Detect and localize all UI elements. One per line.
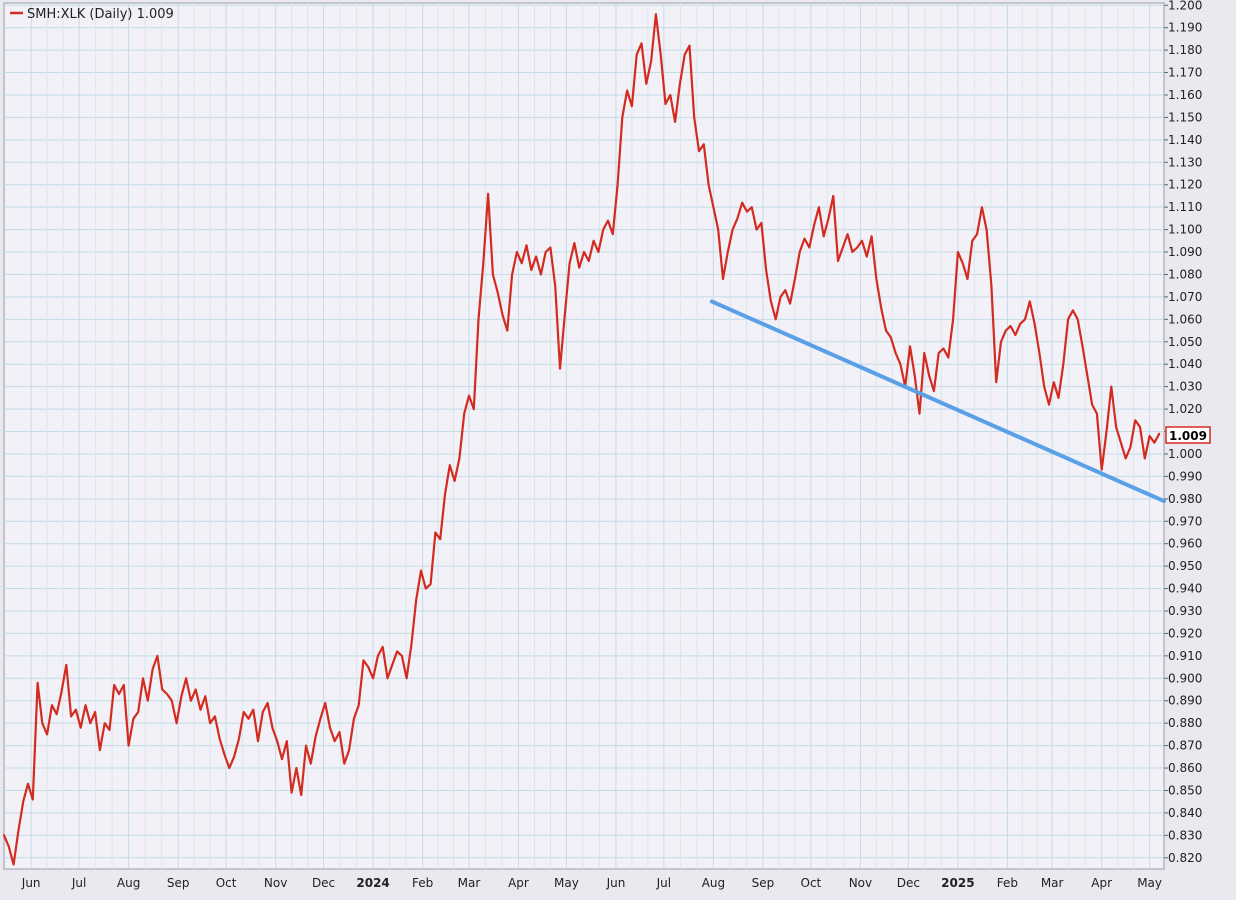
legend-label: SMH:XLK (Daily) 1.009 — [27, 7, 174, 22]
x-tick-label: May — [1137, 876, 1162, 890]
y-tick-label: 1.150 — [1168, 110, 1202, 124]
x-tick-label: Nov — [849, 876, 872, 890]
x-tick-label: Dec — [897, 876, 920, 890]
y-tick-label: 0.940 — [1168, 582, 1202, 596]
y-tick-label: 1.120 — [1168, 178, 1202, 192]
y-tick-label: 0.890 — [1168, 694, 1202, 708]
x-tick-label: Apr — [1091, 876, 1112, 890]
y-tick-label: 1.130 — [1168, 155, 1202, 169]
x-tick-label: Oct — [216, 876, 237, 890]
legend: SMH:XLK (Daily) 1.009 — [10, 7, 174, 22]
last-value-label: 1.009 — [1169, 429, 1207, 443]
y-tick-label: 1.030 — [1168, 380, 1202, 394]
y-tick-label: 0.960 — [1168, 537, 1202, 551]
x-tick-label: Apr — [508, 876, 529, 890]
y-tick-label: 0.860 — [1168, 761, 1202, 775]
x-tick-label: Aug — [117, 876, 140, 890]
x-tick-label: Jul — [71, 876, 86, 890]
x-tick-label: 2024 — [356, 876, 389, 890]
y-tick-label: 0.970 — [1168, 514, 1202, 528]
last-value-box — [1165, 426, 1211, 444]
y-tick-label: 1.160 — [1168, 88, 1202, 102]
y-tick-label: 0.930 — [1168, 604, 1202, 618]
x-tick-label: Feb — [412, 876, 433, 890]
y-tick-label: 1.140 — [1168, 133, 1202, 147]
x-axis: Jun Jul Aug Sep Oct Nov Dec 2024 Feb Mar Apr May Jun… — [21, 876, 1162, 890]
y-tick-label: 1.090 — [1168, 245, 1202, 259]
grid-lines — [4, 3, 1164, 869]
x-tick-label: Jul — [656, 876, 671, 890]
y-tick-label: 1.020 — [1168, 402, 1202, 416]
y-tick-label: 0.850 — [1168, 783, 1202, 797]
y-tick-label: 1.170 — [1168, 66, 1202, 80]
y-tick-label: 0.980 — [1168, 492, 1202, 506]
x-tick-label: May — [554, 876, 579, 890]
y-tick-label: 1.040 — [1168, 357, 1202, 371]
y-tick-label: 0.820 — [1168, 851, 1202, 865]
y-tick-label: 0.920 — [1168, 626, 1202, 640]
y-tick-label: 1.100 — [1168, 223, 1202, 237]
x-tick-label: Oct — [801, 876, 822, 890]
x-tick-label: Mar — [1041, 876, 1064, 890]
x-tick-label: Dec — [312, 876, 335, 890]
plot-area — [3, 2, 1165, 870]
y-tick-label: 0.870 — [1168, 739, 1202, 753]
x-tick-label: 2025 — [941, 876, 974, 890]
series-layer — [2, 13, 1166, 866]
x-tick-label: Sep — [167, 876, 190, 890]
x-tick-label: Nov — [264, 876, 287, 890]
y-tick-label: 0.840 — [1168, 806, 1202, 820]
y-tick-label: 0.950 — [1168, 559, 1202, 573]
x-tick-label: Aug — [702, 876, 725, 890]
y-tick-label: 0.990 — [1168, 469, 1202, 483]
y-tick-label: 1.000 — [1168, 447, 1202, 461]
y-tick-label: 1.060 — [1168, 312, 1202, 326]
y-tick-label: 0.900 — [1168, 671, 1202, 685]
y-tick-label: 1.050 — [1168, 335, 1202, 349]
last-value-marker: 1.009 — [1165, 426, 1211, 444]
y-tick-label: 1.110 — [1168, 200, 1202, 214]
trend-line — [709, 299, 1166, 504]
y-tick-label: 1.190 — [1168, 21, 1202, 35]
y-tick-label: 0.830 — [1168, 828, 1202, 842]
y-tick-label: 1.070 — [1168, 290, 1202, 304]
y-tick-label: 1.200 — [1168, 0, 1202, 12]
y-tick-label: 1.080 — [1168, 267, 1202, 281]
y-tick-label: 0.910 — [1168, 649, 1202, 663]
x-tick-label: Feb — [997, 876, 1018, 890]
x-tick-label: Jun — [21, 876, 41, 890]
x-tick-label: Jun — [606, 876, 626, 890]
x-tick-label: Mar — [458, 876, 481, 890]
y-tick-label: 0.880 — [1168, 716, 1202, 730]
y-tick-label: 1.180 — [1168, 43, 1202, 57]
x-tick-label: Sep — [752, 876, 775, 890]
ratio-series-line — [2, 13, 1161, 866]
